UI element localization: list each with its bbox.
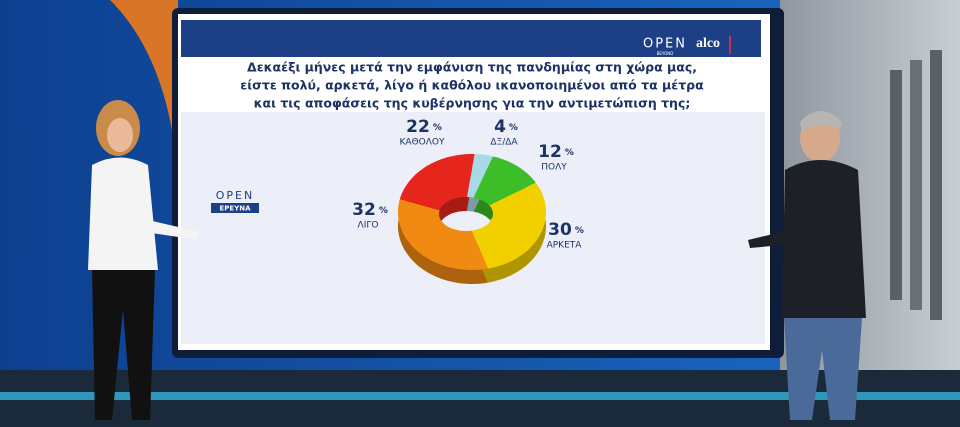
channel-sub: BEYOND bbox=[657, 51, 674, 56]
slice bbox=[398, 199, 488, 270]
value-number: 12 bbox=[538, 142, 562, 162]
segment-logo: OPEN bbox=[216, 189, 254, 202]
value-unit: % bbox=[509, 123, 518, 133]
chart-area bbox=[181, 112, 765, 344]
wall-panels bbox=[890, 50, 942, 320]
decor-arc bbox=[110, 0, 178, 180]
value-unit: % bbox=[565, 148, 574, 158]
slice bbox=[471, 182, 546, 269]
category-label: ΔΞ/ΔΑ bbox=[490, 138, 518, 148]
value-label: 30% bbox=[548, 220, 584, 240]
category-label: ΠΟΛΥ bbox=[541, 163, 567, 173]
category-label: ΚΑΘΟΛΟΥ bbox=[400, 138, 445, 148]
value-label: 12% bbox=[538, 142, 574, 162]
pollster-logo: alco bbox=[696, 36, 720, 51]
presenter-right bbox=[748, 111, 866, 420]
slice bbox=[399, 154, 475, 211]
value-label: 4% bbox=[494, 117, 518, 137]
header-bar bbox=[181, 20, 761, 57]
value-unit: % bbox=[379, 206, 388, 216]
value-label: 22% bbox=[406, 117, 442, 137]
segment-badge bbox=[211, 203, 259, 213]
value-number: 30 bbox=[548, 220, 572, 240]
title-line: και τις αποφάσεις της κυβέρνησης για την… bbox=[254, 96, 691, 111]
value-number: 22 bbox=[406, 117, 430, 137]
category-label: ΛΙΓΟ bbox=[358, 221, 379, 231]
slice bbox=[473, 156, 536, 206]
title: Δεκαέξι μήνες μετά την εμφάνιση της πανδ… bbox=[240, 60, 704, 111]
floor-light bbox=[0, 392, 960, 400]
channel-logo: OPEN bbox=[643, 37, 687, 52]
title-line: είστε πολύ, αρκετά, λίγο ή καθόλου ικανο… bbox=[240, 78, 704, 93]
value-number: 32 bbox=[352, 200, 376, 220]
presenter-left bbox=[88, 100, 200, 420]
value-unit: % bbox=[433, 123, 442, 133]
value-unit: % bbox=[575, 226, 584, 236]
title-line: Δεκαέξι μήνες μετά την εμφάνιση της πανδ… bbox=[247, 60, 697, 75]
category-label: ΑΡΚΕΤΑ bbox=[547, 241, 583, 251]
value-label: 32% bbox=[352, 200, 388, 220]
value-number: 4 bbox=[494, 117, 506, 137]
slice bbox=[466, 154, 493, 198]
segment-sub: ΕΡΕΥΝΑ bbox=[219, 205, 251, 213]
